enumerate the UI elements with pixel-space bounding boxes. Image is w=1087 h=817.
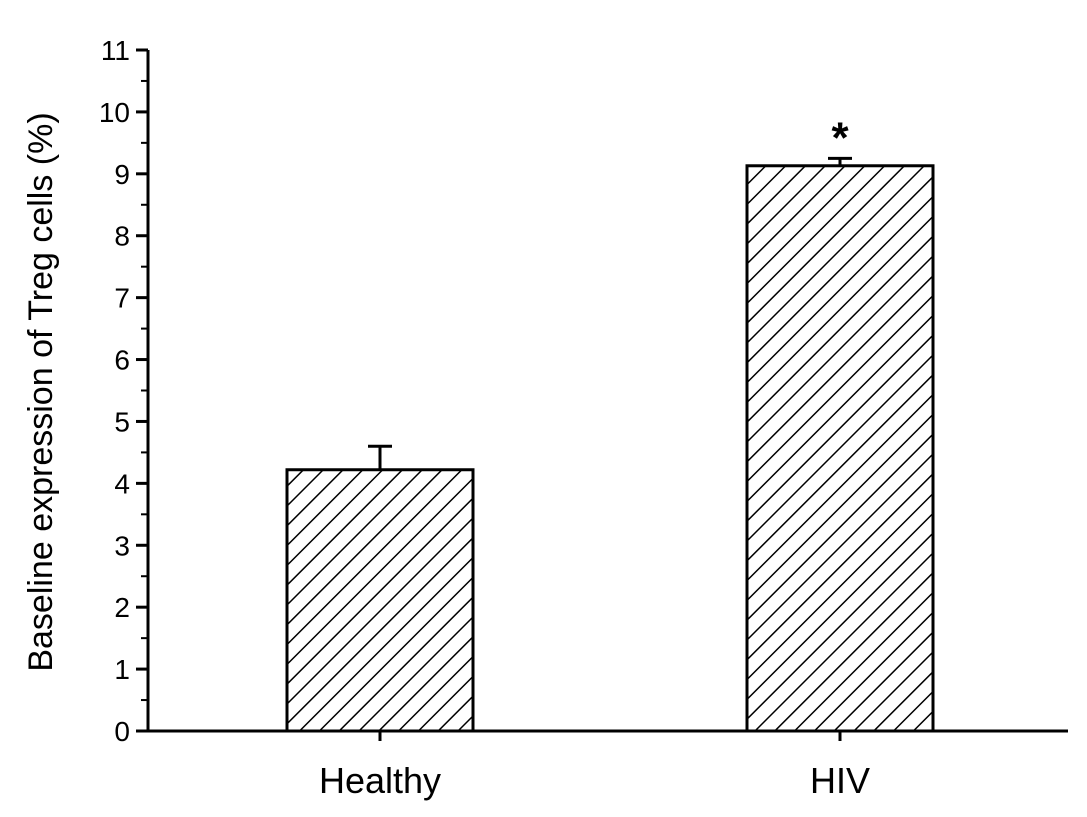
y-tick-label: 6	[114, 345, 130, 376]
y-tick-label: 0	[114, 716, 130, 747]
y-tick-label: 10	[99, 97, 130, 128]
bar	[745, 164, 935, 733]
bar	[285, 468, 475, 733]
y-tick-label: 8	[114, 221, 130, 252]
y-axis-title: Baseline expression of Treg cells (%)	[22, 112, 60, 671]
x-tick-label: HIV	[810, 760, 870, 801]
y-tick-label: 7	[114, 283, 130, 314]
y-tick-label: 5	[114, 406, 130, 437]
bar-group-hiv: * HIV	[745, 113, 935, 801]
significance-marker: *	[831, 113, 849, 162]
plot-area: 0 1 2 3 4 5 6 7 8 9 10 11 Healthy * HIV	[99, 35, 1068, 801]
y-tick-label: 9	[114, 159, 130, 190]
y-axis-title-group: Baseline expression of Treg cells (%)	[22, 112, 60, 671]
y-tick-label: 3	[114, 530, 130, 561]
x-tick-label: Healthy	[319, 760, 441, 801]
bar-group-healthy: Healthy	[285, 444, 475, 801]
y-tick-label: 4	[114, 468, 130, 499]
y-tick-label: 1	[114, 654, 130, 685]
y-tick-label: 2	[114, 592, 130, 623]
y-tick-label: 11	[101, 35, 130, 66]
